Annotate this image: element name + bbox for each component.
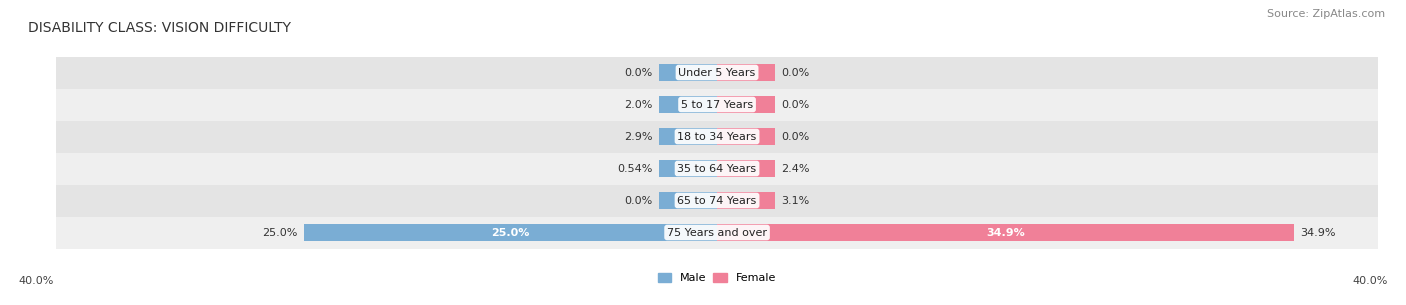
Bar — [659, 96, 717, 113]
Text: 5 to 17 Years: 5 to 17 Years — [681, 99, 754, 109]
Bar — [717, 64, 775, 81]
Text: 0.0%: 0.0% — [624, 196, 652, 206]
Text: 65 to 74 Years: 65 to 74 Years — [678, 196, 756, 206]
Text: 0.0%: 0.0% — [624, 67, 652, 77]
Text: 3.1%: 3.1% — [782, 196, 810, 206]
Bar — [717, 96, 775, 113]
Text: 25.0%: 25.0% — [491, 228, 530, 238]
Text: Under 5 Years: Under 5 Years — [679, 67, 755, 77]
Text: 2.9%: 2.9% — [624, 131, 652, 142]
Bar — [717, 224, 1294, 241]
Text: 18 to 34 Years: 18 to 34 Years — [678, 131, 756, 142]
Text: 40.0%: 40.0% — [18, 276, 53, 285]
Text: 40.0%: 40.0% — [1353, 276, 1388, 285]
Bar — [659, 160, 717, 177]
Text: 75 Years and over: 75 Years and over — [666, 228, 768, 238]
Text: 34.9%: 34.9% — [1301, 228, 1336, 238]
Text: 0.0%: 0.0% — [782, 131, 810, 142]
Text: 34.9%: 34.9% — [986, 228, 1025, 238]
Bar — [659, 64, 717, 81]
Text: DISABILITY CLASS: VISION DIFFICULTY: DISABILITY CLASS: VISION DIFFICULTY — [28, 21, 291, 35]
Bar — [56, 217, 1378, 249]
Bar — [717, 192, 775, 209]
Text: 0.0%: 0.0% — [782, 99, 810, 109]
Text: 2.0%: 2.0% — [624, 99, 652, 109]
Bar — [56, 88, 1378, 120]
Bar — [56, 185, 1378, 217]
Bar — [56, 56, 1378, 88]
Bar — [659, 128, 717, 145]
Bar — [659, 192, 717, 209]
Bar — [304, 224, 717, 241]
Bar — [56, 120, 1378, 152]
Legend: Male, Female: Male, Female — [654, 268, 780, 288]
Text: 2.4%: 2.4% — [782, 163, 810, 174]
Text: Source: ZipAtlas.com: Source: ZipAtlas.com — [1267, 9, 1385, 19]
Bar — [717, 128, 775, 145]
Text: 25.0%: 25.0% — [262, 228, 298, 238]
Text: 0.54%: 0.54% — [617, 163, 652, 174]
Text: 0.0%: 0.0% — [782, 67, 810, 77]
Bar — [717, 160, 775, 177]
Text: 35 to 64 Years: 35 to 64 Years — [678, 163, 756, 174]
Bar — [56, 152, 1378, 185]
